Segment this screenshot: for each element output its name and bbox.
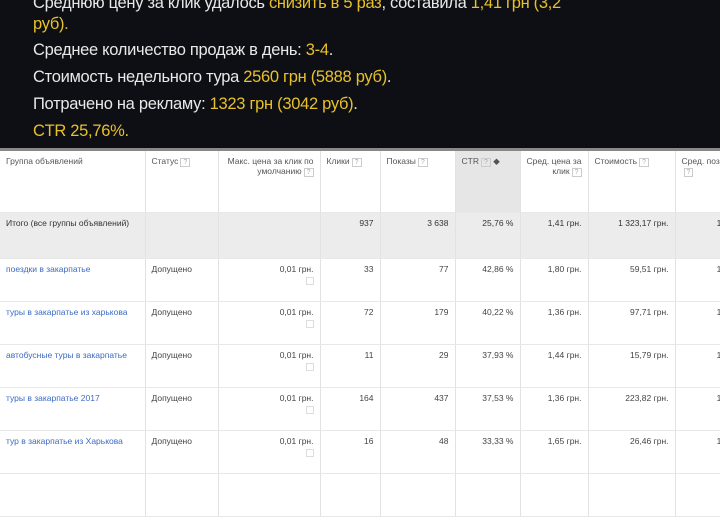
ctr: 33,33 % <box>455 430 521 474</box>
total-ctr: 25,76 % <box>455 212 521 259</box>
ad-group-link[interactable]: туры в закарпатье из харькова <box>6 306 128 317</box>
status: Допущено <box>145 430 219 474</box>
cost: 97,71 грн. <box>588 301 676 345</box>
col-group[interactable]: Группа объявлений <box>0 151 146 213</box>
col-avg-pos[interactable]: Сред. поз.? <box>675 151 720 213</box>
avg-pos: 1,8 <box>675 344 720 388</box>
max-cpc[interactable]: 0,01 грн. <box>218 430 321 474</box>
avg-cpc: 1,36 грн. <box>520 301 589 345</box>
ad-group-link[interactable]: туры в закарпатье 2017 <box>6 392 100 403</box>
edit-checkbox[interactable] <box>305 448 314 457</box>
status: Допущено <box>145 387 219 431</box>
ctr: 40,22 % <box>455 301 521 345</box>
summary-line-cpc: Среднюю цену за клик удалось снизить в 5… <box>33 0 561 12</box>
table-row: туры в закарпатье 2017 Допущено 0,01 грн… <box>0 387 720 431</box>
total-pos: 1,3 <box>675 212 720 259</box>
total-clicks: 937 <box>320 212 381 259</box>
status: Допущено <box>145 258 219 302</box>
max-cpc[interactable]: 0,01 грн. <box>218 301 321 345</box>
avg-cpc: 1,65 грн. <box>520 430 589 474</box>
status: Допущено <box>145 301 219 345</box>
max-cpc[interactable]: 0,01 грн. <box>218 258 321 302</box>
total-cpc: 1,41 грн. <box>520 212 589 259</box>
edit-checkbox[interactable] <box>305 405 314 414</box>
impressions: 48 <box>380 430 456 474</box>
edit-checkbox[interactable] <box>305 319 314 328</box>
max-cpc[interactable]: 0,01 грн. <box>218 387 321 431</box>
summary-line-ctr: CTR 25,76%. <box>33 122 129 140</box>
impressions: 29 <box>380 344 456 388</box>
table-header: Группа объявлений Статус? Макс. цена за … <box>0 151 720 213</box>
col-avg-cpc[interactable]: Сред. цена за клик? <box>520 151 589 213</box>
summary-line-sales: Среднее количество продаж в день: 3-4. <box>33 41 333 59</box>
summary-panel: Среднюю цену за клик удалось снизить в 5… <box>0 0 720 148</box>
col-clicks[interactable]: Клики? <box>320 151 381 213</box>
ad-group-link[interactable]: автобусные туры в закарпатье <box>6 349 127 360</box>
cost: 59,51 грн. <box>588 258 676 302</box>
clicks: 164 <box>320 387 381 431</box>
ad-group-link[interactable]: тур в закарпатье из Харькова <box>6 435 123 446</box>
impressions: 179 <box>380 301 456 345</box>
clicks: 16 <box>320 430 381 474</box>
total-row: Итого (все группы объявлений) 937 3 638 … <box>0 212 720 259</box>
table-row: тур в закарпатье из Харькова Допущено 0,… <box>0 430 720 474</box>
edit-checkbox[interactable] <box>305 276 314 285</box>
table-row <box>0 473 720 517</box>
status: Допущено <box>145 344 219 388</box>
avg-pos: 1,2 <box>675 258 720 302</box>
col-impressions[interactable]: Показы? <box>380 151 456 213</box>
divider <box>0 148 720 151</box>
ctr: 42,86 % <box>455 258 521 302</box>
ctr: 37,53 % <box>455 387 521 431</box>
avg-pos: 1,4 <box>675 430 720 474</box>
cost: 26,46 грн. <box>588 430 676 474</box>
col-ctr[interactable]: CTR? ◆ <box>455 151 521 213</box>
clicks: 33 <box>320 258 381 302</box>
avg-pos: 1,2 <box>675 301 720 345</box>
cost: 223,82 грн. <box>588 387 676 431</box>
clicks: 11 <box>320 344 381 388</box>
avg-cpc: 1,44 грн. <box>520 344 589 388</box>
ad-groups-table: Группа объявлений Статус? Макс. цена за … <box>0 151 720 517</box>
total-impressions: 3 638 <box>380 212 456 259</box>
impressions: 77 <box>380 258 456 302</box>
avg-cpc: 1,36 грн. <box>520 387 589 431</box>
cost: 15,79 грн. <box>588 344 676 388</box>
summary-line-tour: Стоимость недельного тура 2560 грн (5888… <box>33 68 392 86</box>
table-row: автобусные туры в закарпатье Допущено 0,… <box>0 344 720 388</box>
avg-cpc: 1,80 грн. <box>520 258 589 302</box>
avg-pos: 1,3 <box>675 387 720 431</box>
max-cpc[interactable]: 0,01 грн. <box>218 344 321 388</box>
ad-group-link[interactable]: поездки в закарпатье <box>6 263 91 274</box>
total-cost: 1 323,17 грн. <box>588 212 676 259</box>
ctr: 37,93 % <box>455 344 521 388</box>
col-status[interactable]: Статус? <box>145 151 219 213</box>
clicks: 72 <box>320 301 381 345</box>
total-label: Итого (все группы объявлений) <box>0 212 146 259</box>
col-cost[interactable]: Стоимость? <box>588 151 676 213</box>
impressions: 437 <box>380 387 456 431</box>
table-row: туры в закарпатье из харькова Допущено 0… <box>0 301 720 345</box>
summary-line-cpc-cont: руб). <box>33 15 69 33</box>
edit-checkbox[interactable] <box>305 362 314 371</box>
table-row: поездки в закарпатье Допущено 0,01 грн. … <box>0 258 720 302</box>
col-max-cpc[interactable]: Макс. цена за клик по умолчанию? <box>218 151 321 213</box>
summary-line-ads: Потрачено на рекламу: 1323 грн (3042 руб… <box>33 95 358 113</box>
